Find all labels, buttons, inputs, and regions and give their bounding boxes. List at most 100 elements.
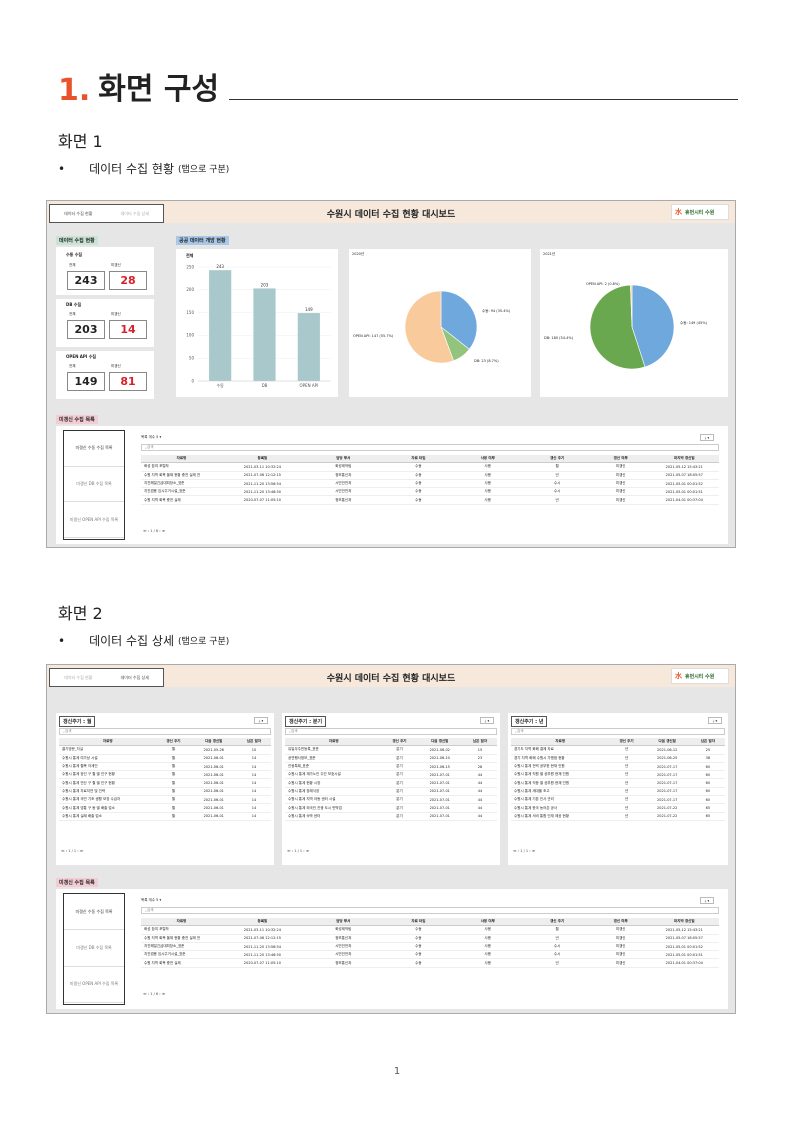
table-row[interactable]: 경기 지역 화폐 수원시 가맹점 현황 년 2021-06-25 38 — [511, 755, 725, 763]
column-header: 자료명 — [176, 456, 187, 461]
tab-collect-detail[interactable]: 데이터 수집 상세 — [120, 674, 149, 680]
table-row[interactable]: 수원시 통계 지역 아동 센터 시설 분기 2021-07-01 44 — [285, 796, 497, 805]
table-cell: 월 — [171, 764, 176, 769]
table-row[interactable]: 수원시 통계 직원 별 공부원 현재 인원 년 2021-07-17 60 — [511, 771, 725, 780]
table-row[interactable]: 수원시 통계 직종 별 공부원 현재 인원 년 2021-07-17 60 — [511, 779, 725, 788]
suwon-logo: 水 휴먼시티 수원 — [671, 668, 729, 684]
table-cell: 2021-07-17 — [657, 789, 678, 794]
table-row[interactable]: 수원시 통계 세대율 조고 년 2021-07-17 60 — [511, 788, 725, 797]
title-number: 1. — [58, 73, 91, 108]
bar-chart: 0 50 100 150 200 250 243 수동 203 DB 149 OPEN API — [186, 264, 331, 388]
manual-title: 수동 수집 — [66, 252, 83, 257]
table-row[interactable]: 지진해일긴급대피장소_표준 2021-11-20 13:56:54 시민안전과 수동 사… — [141, 943, 719, 952]
tab-collect-detail[interactable]: 데이터 수집 상세 — [120, 210, 149, 216]
table-cell: 미갱신 — [615, 464, 626, 469]
table-cell: 화성제작팀 — [335, 927, 352, 932]
table-cell: 수원시 통계 한국 농어촌 공사 — [514, 805, 558, 810]
table-cell: 2021-06-01 — [203, 781, 224, 786]
side-item-manual[interactable]: 미갱신 수동 수집 목록 — [64, 431, 124, 467]
quarter-pagination[interactable]: ≪ ‹ 1 / 1 › ≫ — [287, 849, 310, 853]
table-cell: 2021-07-17 — [657, 781, 678, 786]
table-row[interactable]: 수원시 통계 전력 공부한 현재 인원 년 2021-07-17 60 — [511, 763, 725, 772]
table-row[interactable]: 수원시 통계 여가상 시설 월 2021-06-01 14 — [59, 755, 271, 763]
table-cell: 2021-05-07 18:05:57 — [665, 936, 703, 941]
side-item-api[interactable]: 미갱신 OPEN API 수집 목록 — [64, 502, 124, 538]
table-row[interactable]: 지진겸용 임시주거시설_표준 2021-11-20 13:46:50 시민안전과 수동… — [141, 488, 719, 497]
download-button[interactable]: ⤓ ▾ — [700, 897, 714, 904]
table-header: 자료명 갱신 주기 다음 갱신일 남은 일자 — [511, 738, 725, 747]
table-row[interactable]: 수원시 통계 영통 구 동 별 배출 업소 월 2021-06-01 14 — [59, 804, 271, 813]
pie2-label-manual: 수동: 149 (45%) — [680, 321, 708, 325]
table-row[interactable]: 수원시 통계 외국인 관광 도시 민박업 분기 2021-07-01 44 — [285, 804, 497, 813]
table-cell: 수시 — [553, 481, 561, 486]
table-cell: 23 — [477, 756, 483, 761]
month-download-button[interactable]: ⤓ ▾ — [254, 717, 268, 724]
table-row[interactable]: 화성 참여 포털작 2021-03-11 10:32:24 화성제작팀 수동 사용 월 미갱… — [141, 926, 719, 935]
api-total-label: 전체 — [69, 364, 76, 368]
table-row[interactable]: 화성 참여 포털작 2021-03-11 10:32:24 화성제작팀 수동 사용 월 미갱… — [141, 463, 719, 472]
table-row[interactable]: 수원시 통계 자료지연 및 인력 월 2021-06-01 14 — [59, 788, 271, 797]
table-row[interactable]: 지진해일긴급대피장소_표준 2021-11-20 13:56:54 시민안전과 수동 사… — [141, 480, 719, 489]
year-search-input[interactable]: ⌕ 검색 — [511, 728, 725, 735]
table-cell: 미갱신 — [615, 481, 626, 486]
table-row[interactable]: 수원시 통계 서비 통합 인재 제공 현황 년 2021-07-22 65 — [511, 813, 725, 821]
table-row[interactable]: 수원시 통계 현황 시장 분기 2021-07-01 44 — [285, 779, 497, 788]
page-number: 1 — [393, 1066, 401, 1077]
month-search-input[interactable]: ⌕ 검색 — [59, 728, 271, 735]
table-row[interactable]: 수원시 통계 연산 구 월 별 인구 현황 월 2021-06-01 14 — [59, 779, 271, 788]
table-cell: 지진겸용 임시주거시설_표준 — [144, 952, 186, 957]
side-item-manual[interactable]: 미갱신 수동 수집 목록 — [64, 894, 124, 931]
search-input[interactable]: ⌕ 검색 — [141, 907, 719, 914]
doc-title: 1. 화면 구성 — [58, 64, 738, 108]
table-row[interactable]: 공연행사정보_표준 분기 2021-06-10 23 — [285, 755, 497, 763]
table-row[interactable]: 수원시 통계 국민 기조 생활 보장 수급자 월 2021-06-01 14 — [59, 796, 271, 805]
logo-mark-icon: 水 — [675, 672, 682, 680]
side-item-api[interactable]: 미갱신 OPEN API 수집 목록 — [64, 967, 124, 1003]
table-row[interactable]: 수원시 통계 월복 자세인 월 2021-06-01 14 — [59, 763, 271, 772]
side-item-db[interactable]: 미갱신 DB 수집 목록 — [64, 930, 124, 967]
table-cell: 2021-11-20 13:56:54 — [243, 944, 281, 949]
pagination[interactable]: ≪ ‹ 1 / 6 › ≫ — [143, 529, 166, 533]
table-row[interactable]: 수원시 통계 숙박 센터 분기 2021-07-01 44 — [285, 813, 497, 821]
table-row[interactable]: 수원 지역 회복 울제 현황 충전 실제 전 2021-07-06 12:12:1… — [141, 935, 719, 943]
year-pagination[interactable]: ≪ ‹ 1 / 1 › ≫ — [513, 849, 536, 853]
table-row[interactable]: 수원 지역 회복 충전 실제 2020-07-07 11:05:10 정보통신과 수동… — [141, 496, 719, 505]
table-row[interactable]: 수원 지역 회복 충전 실제 2020-07-07 11:05:10 정보통신과 수동… — [141, 959, 719, 968]
download-button[interactable]: ⤓ ▾ — [700, 434, 714, 441]
table-cell: 60 — [705, 781, 711, 786]
side-item-db[interactable]: 미갱신 DB 수집 목록 — [64, 467, 124, 503]
quarter-search-input[interactable]: ⌕ 검색 — [285, 728, 497, 735]
month-pagination[interactable]: ≪ ‹ 1 / 1 › ≫ — [61, 849, 84, 853]
table-row[interactable]: 클기방문_자실 월 2021-05-26 10 — [59, 746, 271, 755]
search-input[interactable]: ⌕ 검색 — [141, 444, 719, 451]
list-count-select[interactable]: 5 — [156, 435, 159, 439]
table-cell: 지진해일긴급대피장소_표준 — [144, 481, 185, 486]
table-cell: 수동 — [415, 497, 422, 502]
table-row[interactable]: 수원시 통계 한국 농어촌 공사 년 2021-07-22 65 — [511, 804, 725, 813]
table-row[interactable]: 수원시 통계 장인 구 월 별 인구 현황 월 2021-06-01 14 — [59, 771, 271, 780]
table-cell: 분기 — [396, 797, 403, 802]
quarter-download-button[interactable]: ⤓ ▾ — [480, 717, 494, 724]
table-row[interactable]: 수원 지역 회복 울제 현황 충전 실제 전 2021-07-06 12:12:1… — [141, 472, 719, 480]
table-row[interactable]: 수원시 통계 기본 인사 관리 년 2021-07-17 60 — [511, 796, 725, 805]
table-row[interactable]: 수원시 통계 장례식장 분기 2021-07-01 44 — [285, 788, 497, 797]
table-row[interactable]: 수원시 통계 실례 배출 업소 월 2021-06-01 14 — [59, 813, 271, 821]
list-count-select[interactable]: 5 — [156, 898, 159, 902]
table-cell: 분기 — [396, 755, 403, 760]
year-download-button[interactable]: ⤓ ▾ — [708, 717, 722, 724]
table-cell: 2021-06-01 — [203, 797, 224, 802]
table-cell: 지진겸용 임시주거시설_표준 — [144, 489, 186, 494]
screen1-label: 화면 1 — [58, 132, 103, 151]
table-row[interactable]: 경기도 지역 화폐 결제 자료 년 2021-06-12 25 — [511, 746, 725, 755]
table-row[interactable]: 지진겸용 임시주거시설_표준 2021-11-20 13:46:50 시민안전과 수동… — [141, 951, 719, 960]
tab-collect-status[interactable]: 데이터 수집 현황 — [64, 210, 93, 216]
bar — [297, 313, 320, 381]
table-cell: 사용 — [484, 944, 491, 949]
pagination[interactable]: ≪ ‹ 1 / 6 › ≫ — [143, 992, 166, 996]
table-row[interactable]: 수원시 통계 재가노인 주간 보호시설 분기 2021-07-01 44 — [285, 771, 497, 780]
screen2-bullet-text: 데이터 수집 상세 — [89, 634, 174, 648]
table-row[interactable]: 관광특례_표준 분기 2021-06-15 28 — [285, 763, 497, 772]
tab-collect-status[interactable]: 데이터 수집 현황 — [64, 674, 93, 680]
table-row[interactable]: 유일무주민등록_표준 분기 2021-06-02 15 — [285, 746, 497, 755]
logo-text: 휴먼시티 수원 — [685, 673, 715, 680]
